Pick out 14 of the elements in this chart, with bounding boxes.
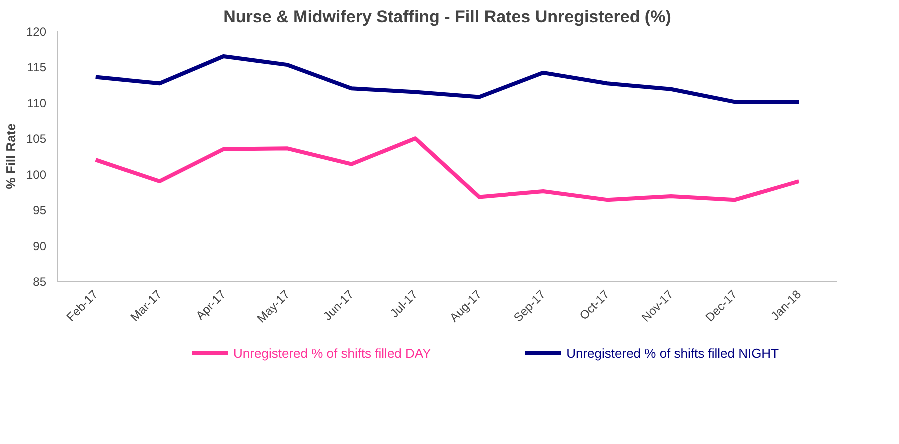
y-tick-label: 110	[27, 96, 47, 110]
legend-label: Unregistered % of shifts filled DAY	[234, 346, 432, 361]
line-series	[94, 136, 802, 202]
y-tick-label: 115	[27, 60, 47, 75]
y-tick-label: 105	[26, 132, 47, 146]
y-tick-label: 120	[26, 25, 47, 39]
y-tick-label: 85	[33, 275, 47, 289]
line-series	[94, 54, 802, 104]
y-tick-label: 100	[26, 168, 47, 182]
y-axis-title: % Fill Rate	[3, 124, 18, 190]
chart-title: Nurse & Midwifery Staffing - Fill Rates Unregistered (%)	[224, 8, 672, 26]
y-tick-label: 90	[33, 239, 47, 254]
legend-label: Unregistered % of shifts filled NIGHT	[566, 346, 780, 361]
y-tick-label: 95	[33, 204, 47, 218]
